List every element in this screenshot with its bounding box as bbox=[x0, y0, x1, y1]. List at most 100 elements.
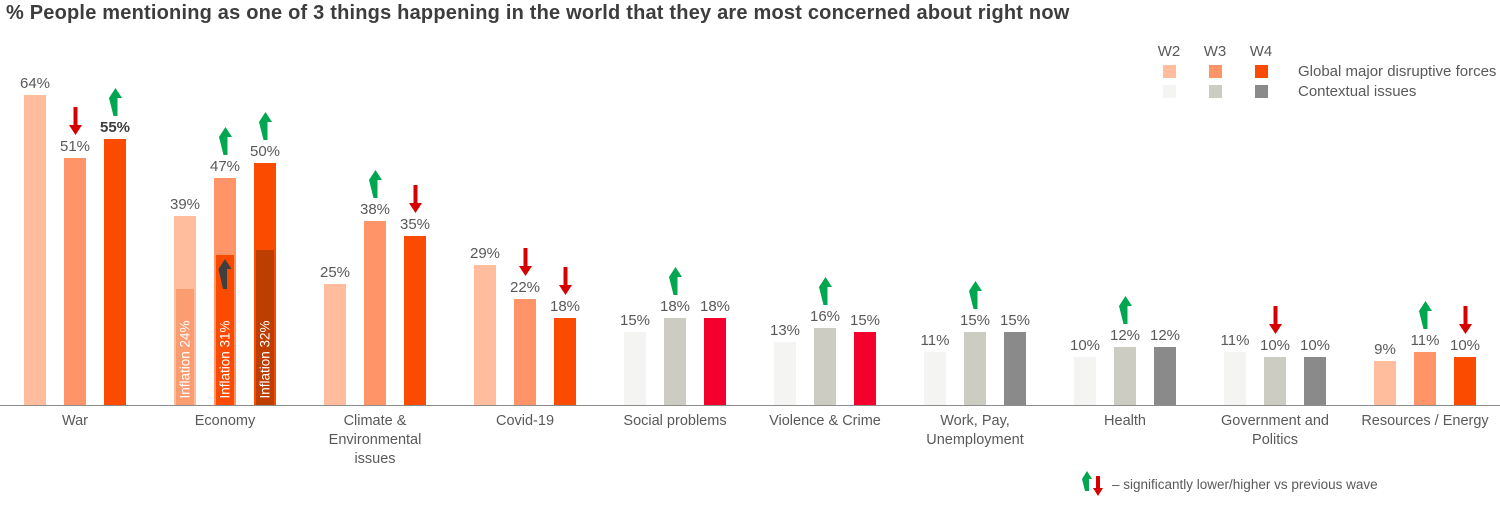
bar-value-label: 64% bbox=[19, 75, 51, 92]
bar-value-label: 11% bbox=[1220, 332, 1250, 349]
bar-w2-resources-energy bbox=[1374, 361, 1396, 405]
bar-w2-economy: Inflation 24% bbox=[174, 216, 196, 405]
bar-value-label: 15% bbox=[959, 312, 991, 329]
bar-w4-climate-environmental-issues bbox=[404, 236, 426, 405]
bar-w4-violence-crime bbox=[854, 332, 876, 405]
footnote-text: – significantly lower/higher vs previous… bbox=[1112, 477, 1378, 492]
bar-group-work-pay-unemployment: 11% 15% 15% bbox=[900, 30, 1050, 405]
category-label-government-and-politics: Government and Politics bbox=[1220, 413, 1329, 448]
bar-column-w4: 15% bbox=[845, 30, 885, 405]
inner-segment-inflation bbox=[176, 289, 194, 405]
bar-column-w4: 12% bbox=[1145, 30, 1185, 405]
bar-column-w4: 50% Inflation 32% bbox=[245, 30, 285, 405]
inner-segment-label: Inflation 31% bbox=[217, 319, 233, 398]
legend: W2 W3 W4 Global major disruptive forces … bbox=[1146, 43, 1497, 99]
bar-group-covid-19: 29% 22% 18% bbox=[450, 30, 600, 405]
significant-increase-arrow-icon bbox=[968, 281, 982, 309]
bar-group-economy: 39% Inflation 24% 47% Inflation 31% 50% Infla… bbox=[150, 30, 300, 405]
significant-increase-arrow-icon bbox=[108, 88, 122, 116]
bar-value-label: 15% bbox=[999, 312, 1031, 329]
bar-column-w2: 29% bbox=[465, 30, 505, 405]
bar-value-label: 18% bbox=[549, 298, 581, 315]
significant-decrease-arrow-icon bbox=[1458, 306, 1472, 334]
bar-value-label: 11% bbox=[920, 332, 950, 349]
footnote-up-arrow-icon bbox=[1082, 471, 1092, 496]
bar-w3-war bbox=[64, 158, 86, 405]
bar-value-label: 15% bbox=[619, 312, 651, 329]
bar-value-label: 55% bbox=[99, 119, 131, 136]
bar-w3-covid-19 bbox=[514, 299, 536, 405]
bar-group-violence-crime: 13% 16% 15% bbox=[750, 30, 900, 405]
legend-swatch-disruptive-w4 bbox=[1254, 65, 1268, 78]
significance-footnote: – significantly lower/higher vs previous… bbox=[1082, 471, 1378, 496]
significant-decrease-arrow-icon bbox=[68, 107, 82, 135]
bar-column-w3: 10% bbox=[1255, 30, 1295, 405]
bar-w3-work-pay-unemployment bbox=[964, 332, 986, 405]
x-axis-line bbox=[0, 405, 1500, 406]
category-label-health: Health bbox=[1104, 413, 1146, 429]
bar-w3-social-problems bbox=[664, 318, 686, 405]
bar-column-w2: 25% bbox=[315, 30, 355, 405]
bar-column-w4: 18% bbox=[695, 30, 735, 405]
bar-w2-war bbox=[24, 95, 46, 405]
bar-w4-economy: Inflation 32% bbox=[254, 163, 276, 405]
legend-swatch-contextual-w2 bbox=[1162, 85, 1176, 98]
bar-w4-resources-energy bbox=[1454, 357, 1476, 405]
category-label-social-problems: Social problems bbox=[623, 413, 727, 429]
bar-column-w3: 18% bbox=[655, 30, 695, 405]
bar-group-war: 64% 51% 55% bbox=[0, 30, 150, 405]
inner-segment-inflation bbox=[256, 250, 274, 405]
bar-value-label: 15% bbox=[849, 312, 881, 329]
footnote-down-arrow-icon bbox=[1093, 476, 1103, 496]
bar-value-label: 10% bbox=[1449, 337, 1481, 354]
legend-label-disruptive: Global major disruptive forces bbox=[1298, 63, 1497, 80]
bar-w3-violence-crime bbox=[814, 328, 836, 405]
bar-value-label: 47% bbox=[209, 158, 241, 175]
bar-value-label: 10% bbox=[1299, 337, 1331, 354]
bar-column-w2: 13% bbox=[765, 30, 805, 405]
bar-column-w3: 22% bbox=[505, 30, 545, 405]
bar-column-w4: 35% bbox=[395, 30, 435, 405]
category-label-work-pay-unemployment: Work, Pay, Unemployment bbox=[926, 413, 1024, 448]
inflation-increase-arrow-icon bbox=[218, 259, 232, 289]
bar-w4-covid-19 bbox=[554, 318, 576, 405]
legend-swatch-disruptive-w3 bbox=[1208, 65, 1222, 78]
bar-group-social-problems: 15% 18% 18% bbox=[600, 30, 750, 405]
bar-value-label: 50% bbox=[249, 143, 281, 160]
bar-w3-government-and-politics bbox=[1264, 357, 1286, 405]
bar-column-w3: 12% bbox=[1105, 30, 1145, 405]
bar-w2-violence-crime bbox=[774, 342, 796, 405]
bar-value-label: 38% bbox=[359, 201, 391, 218]
bar-column-w2: 11% bbox=[1215, 30, 1255, 405]
significant-increase-arrow-icon bbox=[1418, 301, 1432, 329]
significant-increase-arrow-icon bbox=[668, 267, 682, 295]
bar-w3-climate-environmental-issues bbox=[364, 221, 386, 405]
bar-group-health: 10% 12% 12% bbox=[1050, 30, 1200, 405]
bar-w2-health bbox=[1074, 357, 1096, 405]
legend-wave-w4: W4 bbox=[1249, 43, 1273, 60]
bar-w4-government-and-politics bbox=[1304, 357, 1326, 405]
bar-value-label: 10% bbox=[1259, 337, 1291, 354]
category-label-war: War bbox=[61, 413, 89, 429]
significant-decrease-arrow-icon bbox=[558, 267, 572, 295]
bar-group-climate-environmental-issues: 25% 38% 35% bbox=[300, 30, 450, 405]
bar-w2-covid-19 bbox=[474, 265, 496, 405]
bar-w4-war bbox=[104, 139, 126, 405]
category-label-violence-crime: Violence & Crime bbox=[769, 413, 881, 429]
bar-value-label: 16% bbox=[809, 308, 841, 325]
bar-value-label: 25% bbox=[319, 264, 351, 281]
bar-column-w3: 15% bbox=[955, 30, 995, 405]
bar-value-label: 51% bbox=[59, 138, 91, 155]
bar-value-label: 9% bbox=[1374, 341, 1396, 358]
bar-value-label: 18% bbox=[659, 298, 691, 315]
bar-column-w4: 10% bbox=[1295, 30, 1335, 405]
bar-value-label: 12% bbox=[1109, 327, 1141, 344]
bar-column-w2: 64% bbox=[15, 30, 55, 405]
bar-w3-economy: Inflation 31% bbox=[214, 178, 236, 405]
bar-column-w4: 55% bbox=[95, 30, 135, 405]
bar-column-w2: 15% bbox=[615, 30, 655, 405]
bar-w2-government-and-politics bbox=[1224, 352, 1246, 405]
bar-value-label: 35% bbox=[399, 216, 431, 233]
bar-column-w4: 10% bbox=[1445, 30, 1485, 405]
